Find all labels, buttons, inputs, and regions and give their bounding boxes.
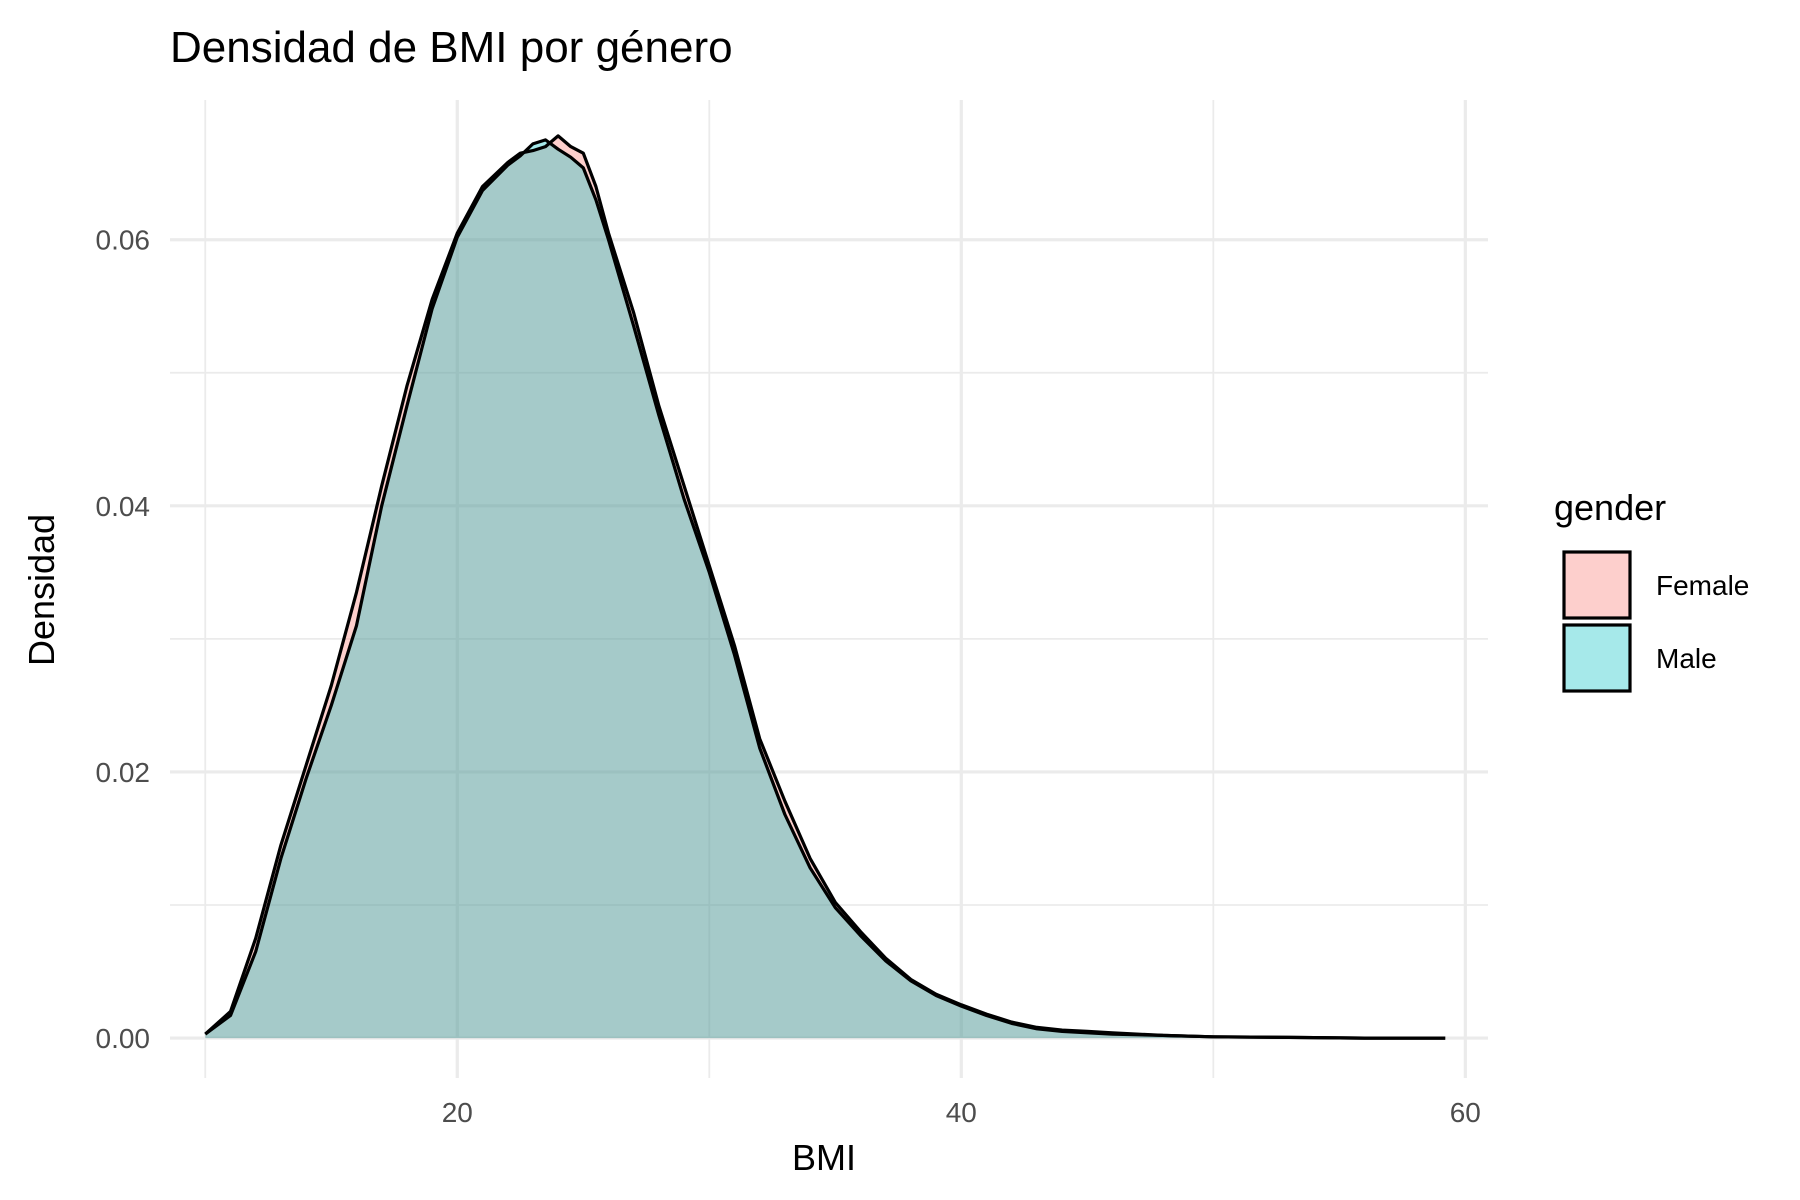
- y-tick-label: 0.04: [96, 491, 151, 522]
- minor-gridlines: [170, 100, 1488, 1078]
- legend-swatch-female: [1562, 550, 1632, 620]
- y-tick-label: 0.00: [96, 1023, 151, 1054]
- x-tick-label: 40: [946, 1097, 977, 1128]
- legend: gender Female Male: [1554, 487, 1749, 693]
- legend-label: Female: [1656, 570, 1749, 601]
- density-area-female: [205, 135, 1446, 1039]
- y-tick-label: 0.06: [96, 225, 151, 256]
- x-axis-ticks: 20 40 60: [442, 1097, 1481, 1128]
- x-axis-title: BMI: [792, 1137, 856, 1178]
- y-tick-label: 0.02: [96, 757, 151, 788]
- legend-swatch-male: [1562, 623, 1632, 693]
- legend-title: gender: [1554, 487, 1666, 528]
- density-areas: [204, 134, 1446, 1040]
- chart-title: Densidad de BMI por género: [170, 23, 733, 72]
- density-area-male: [205, 139, 1446, 1039]
- y-axis-ticks: 0.00 0.02 0.04 0.06: [96, 225, 151, 1054]
- legend-label: Male: [1656, 643, 1717, 674]
- legend-item-male: Male: [1562, 623, 1717, 693]
- legend-item-female: Female: [1562, 550, 1749, 620]
- density-line-male: [204, 138, 1446, 1040]
- x-tick-label: 20: [442, 1097, 473, 1128]
- y-axis-title: Densidad: [21, 514, 62, 666]
- x-tick-label: 60: [1450, 1097, 1481, 1128]
